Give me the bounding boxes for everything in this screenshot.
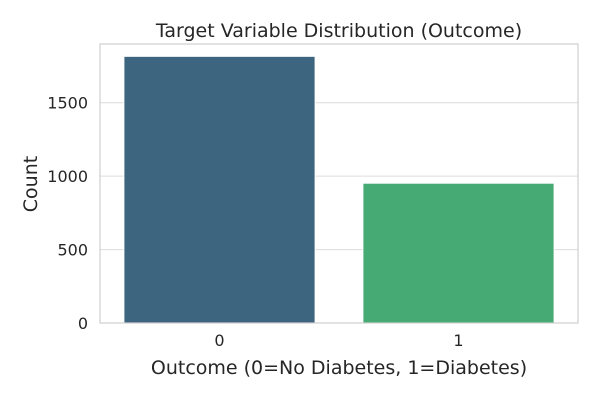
x-axis-label: Outcome (0=No Diabetes, 1=Diabetes): [151, 357, 527, 379]
y-tick-labels: 0 500 1000 1500: [47, 94, 88, 333]
y-tick-label: 1500: [47, 94, 88, 113]
y-tick-label: 1000: [47, 167, 88, 186]
chart-title: Target Variable Distribution (Outcome): [155, 20, 522, 42]
bar-0: [123, 55, 316, 324]
y-axis-label: Count: [20, 156, 42, 212]
plot-area-frame: [99, 43, 579, 324]
y-tick-label: 500: [57, 241, 88, 260]
x-tick-label: 0: [214, 331, 224, 350]
bar-1: [362, 182, 555, 324]
y-tick-label: 0: [78, 314, 88, 333]
x-tick-label: 1: [453, 331, 463, 350]
bar-layer: [123, 55, 555, 324]
